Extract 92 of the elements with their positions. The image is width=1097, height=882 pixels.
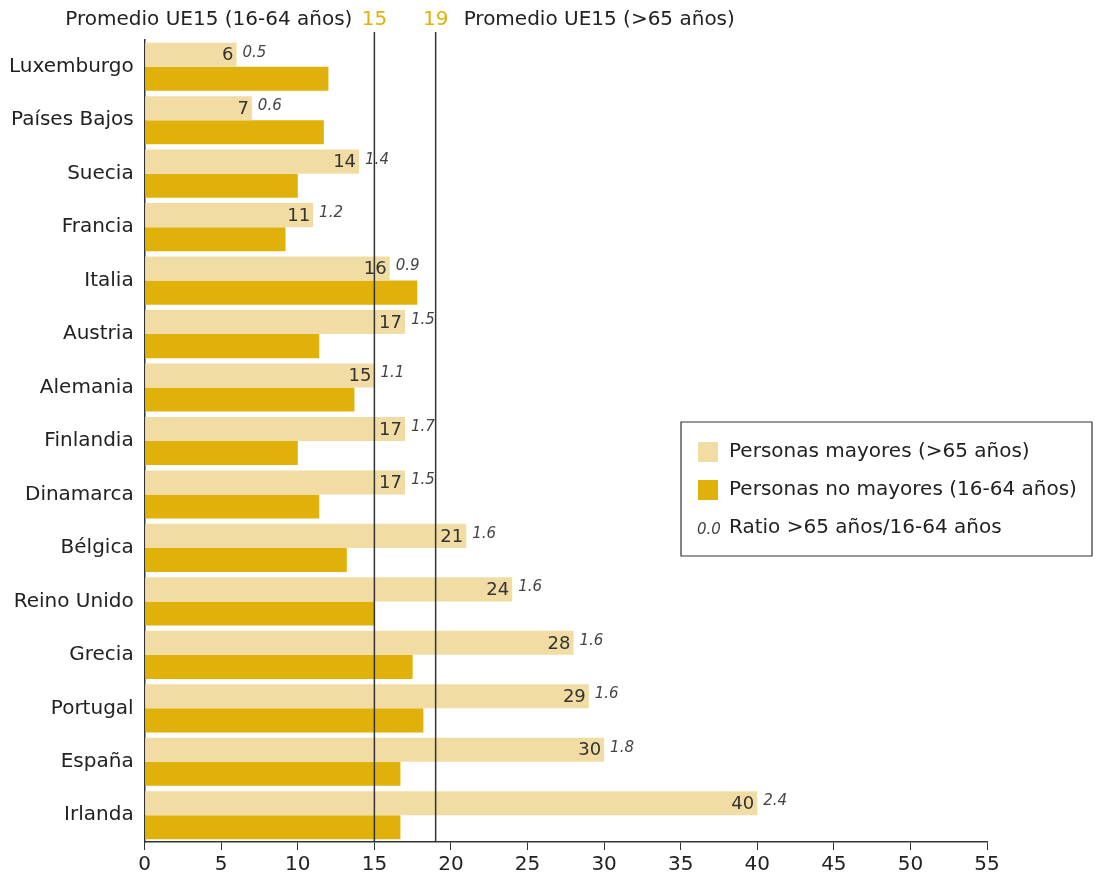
data-label: 6 <box>222 43 234 65</box>
y-tick-label: Grecia <box>69 641 134 666</box>
y-tick-label: Bélgica <box>60 534 134 559</box>
annotation: 1.6 <box>472 523 497 542</box>
bar <box>145 577 513 602</box>
y-tick-label: Irlanda <box>64 801 134 826</box>
data-label: 17 <box>379 471 403 493</box>
annotation: 1.1 <box>380 363 405 382</box>
bar <box>145 601 375 626</box>
y-tick-label: Alemania <box>39 373 134 398</box>
data-label: 17 <box>379 310 403 332</box>
x-tick-label: 40 <box>744 851 770 876</box>
bar <box>145 684 589 709</box>
y-tick-label: Reino Unido <box>13 587 134 612</box>
bar <box>145 310 406 335</box>
y-tick-label: Dinamarca <box>24 480 134 505</box>
annotation: 1.2 <box>319 202 343 221</box>
annotation: 1.5 <box>411 470 435 489</box>
data-label: 15 <box>348 364 372 386</box>
bar <box>145 149 360 174</box>
legend-label: Personas mayores (>65 años) <box>729 438 1030 463</box>
x-tick-label: 20 <box>438 851 464 876</box>
text: 19 <box>422 6 449 31</box>
data-label: 24 <box>486 578 510 600</box>
bar <box>145 120 324 145</box>
y-tick-label: Austria <box>62 320 134 345</box>
x-tick-label: 5 <box>214 851 228 876</box>
x-tick-label: 10 <box>285 851 311 876</box>
bar <box>145 387 355 412</box>
bar <box>145 227 286 252</box>
bar <box>145 630 574 655</box>
annotation: 1.6 <box>518 577 543 596</box>
data-label: 29 <box>562 684 586 706</box>
annotation: 1.8 <box>610 737 634 756</box>
x-tick-label: 0 <box>138 851 152 876</box>
annotation: 0.5 <box>242 42 267 61</box>
y-tick-label: Francia <box>61 213 134 238</box>
y-tick-label: Luxemburgo <box>8 52 134 77</box>
bar <box>145 791 758 816</box>
ref-line-label: Promedio UE15 (16-64 años) <box>65 6 353 31</box>
y-tick-label: Italia <box>84 266 134 291</box>
x-tick-label: 30 <box>591 851 617 876</box>
bar <box>145 815 401 840</box>
bar <box>145 441 298 466</box>
data-label: 17 <box>379 417 403 439</box>
data-label: 40 <box>731 791 755 813</box>
y-tick-label: Finlandia <box>44 427 134 452</box>
annotation: 0.9 <box>395 256 420 275</box>
data-label: 11 <box>287 203 311 225</box>
annotation: 1.6 <box>594 684 619 703</box>
annotation: 1.6 <box>579 630 604 649</box>
bar <box>145 494 320 519</box>
x-tick-label: 35 <box>667 851 694 876</box>
bar <box>145 96 252 121</box>
bar <box>145 547 347 572</box>
bar <box>145 256 390 281</box>
bar <box>145 280 418 305</box>
x-tick-label: 55 <box>974 851 1000 876</box>
data-label: 28 <box>547 631 571 653</box>
bar <box>145 363 375 388</box>
data-label: 7 <box>237 96 249 118</box>
bar <box>145 708 424 733</box>
bar <box>145 334 320 359</box>
bar <box>145 523 467 548</box>
bar <box>145 66 329 91</box>
bar <box>145 42 237 67</box>
data-label: 21 <box>440 524 464 546</box>
data-label: 30 <box>578 738 602 760</box>
x-tick-label: 45 <box>821 851 847 876</box>
bar <box>145 203 314 228</box>
annotation: 1.5 <box>411 309 435 328</box>
annotation: 0.6 <box>257 96 282 115</box>
ref-line-label: Promedio UE15 (>65 años) <box>463 6 735 31</box>
text: 15 <box>361 6 388 31</box>
y-tick-label: Portugal <box>50 694 134 719</box>
bar <box>145 761 401 786</box>
legend-label: Personas no mayores (16-64 años) <box>729 476 1077 501</box>
annotation: 2.4 <box>763 791 788 810</box>
bar <box>145 173 298 198</box>
bar <box>145 470 406 495</box>
x-tick-label: 50 <box>897 851 924 876</box>
y-tick-label: Suecia <box>67 159 134 184</box>
bar <box>145 737 605 762</box>
bar <box>145 654 413 679</box>
data-label: 14 <box>333 150 357 172</box>
x-tick-label: 25 <box>514 851 541 876</box>
x-tick-label: 15 <box>361 851 388 876</box>
annotation: 1.7 <box>411 416 436 435</box>
bar <box>145 416 406 441</box>
y-tick-label: España <box>60 748 134 772</box>
annotation: 0.0 Ratio >65 años/16-64 años <box>697 514 1002 539</box>
y-tick-label: Países Bajos <box>10 106 134 131</box>
